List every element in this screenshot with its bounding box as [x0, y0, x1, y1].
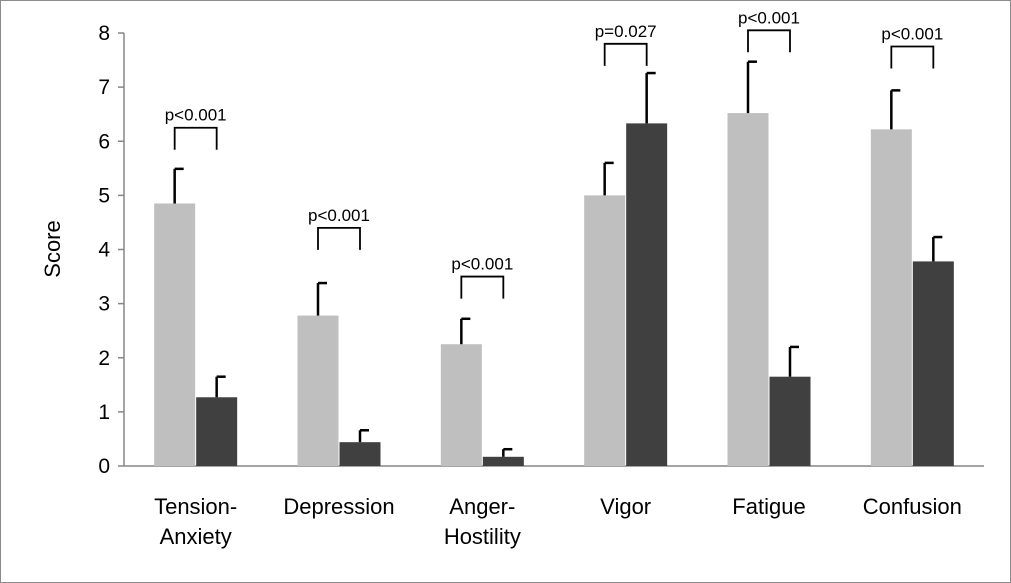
category-label: Hostility	[444, 524, 521, 549]
category-label: Anxiety	[160, 524, 232, 549]
category-label: Tension-	[154, 494, 237, 519]
bar	[727, 113, 769, 466]
significance-bracket	[460, 275, 505, 299]
p-value-label: p<0.001	[451, 255, 513, 274]
significance-bracket	[603, 42, 648, 66]
category-label: Vigor	[600, 494, 651, 519]
bar	[769, 376, 811, 466]
bar	[297, 315, 339, 466]
p-value-label: p<0.001	[881, 25, 943, 44]
bar	[196, 397, 238, 466]
significance-bracket	[173, 126, 218, 150]
significance-bracket	[317, 226, 361, 250]
y-tick-label: 5	[98, 184, 110, 207]
bar	[626, 123, 668, 467]
plot-area: 0 1 2 3 4 5 6 7 8 p<0.001 Tension- Anxiety p<0.001 De…	[98, 8, 984, 549]
y-tick-label: 6	[98, 130, 110, 153]
bar	[440, 344, 482, 466]
p-value-label: p=0.027	[595, 22, 657, 41]
bar	[912, 261, 954, 466]
y-tick-label: 3	[98, 293, 110, 316]
significance-bracket	[890, 45, 935, 69]
significance-bracket	[747, 29, 791, 53]
bar	[482, 456, 524, 466]
p-value-label: p<0.001	[165, 106, 227, 125]
category-label: Fatigue	[732, 494, 805, 519]
p-value-label: p<0.001	[308, 206, 370, 225]
category-label: Depression	[283, 494, 394, 519]
y-tick-label: 4	[98, 239, 110, 262]
bar	[584, 195, 626, 466]
y-tick-label: 2	[98, 347, 110, 370]
y-tick-label: 0	[98, 455, 110, 478]
bar	[154, 203, 196, 466]
y-tick-label: 7	[98, 76, 110, 99]
y-tick-label: 1	[98, 401, 110, 424]
p-value-label: p<0.001	[738, 8, 800, 27]
y-axis-title: Score	[40, 220, 65, 277]
y-tick-label: 8	[98, 22, 110, 45]
category-label: Confusion	[863, 494, 962, 519]
bar	[339, 442, 381, 466]
bar	[870, 129, 912, 466]
category-label: Anger-	[449, 494, 515, 519]
